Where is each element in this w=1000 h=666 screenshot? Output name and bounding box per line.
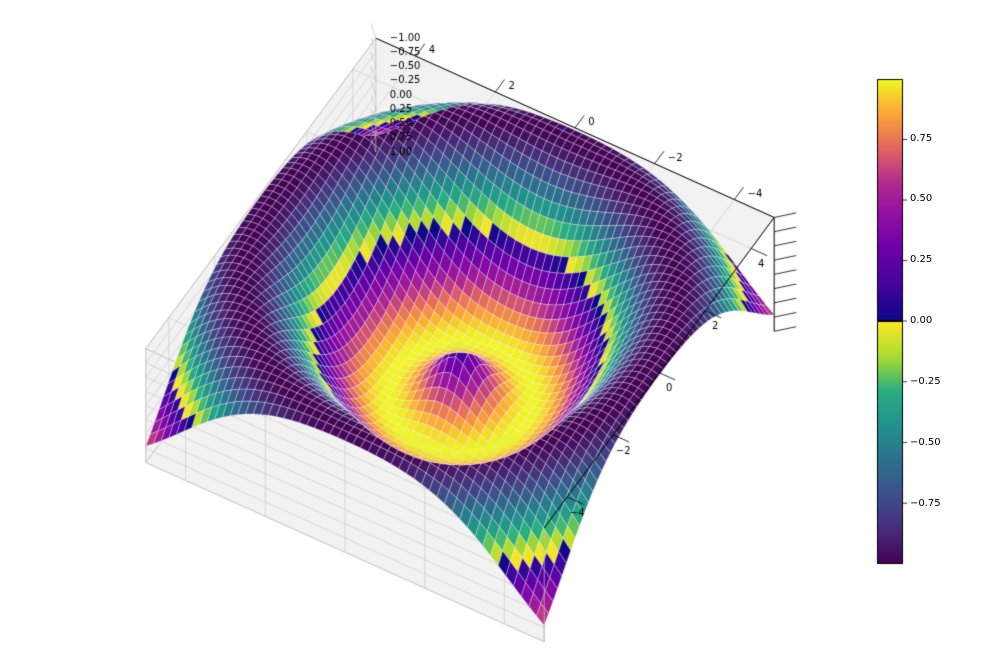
- colorbar-lower-tick-0: −0.25: [910, 376, 941, 387]
- colorbar-lower-tick-1: −0.50: [910, 437, 941, 448]
- colorbar-upper-tick-1: 0.50: [910, 193, 932, 204]
- colorbar-lower-tick-2: −0.75: [910, 498, 941, 509]
- colorbar-upper-tick-0: 0.75: [910, 133, 932, 144]
- colorbar-upper-tick-2: 0.25: [910, 254, 932, 265]
- figure-root: 0.75 0.50 0.25 0.00 −0.25 −0.50 −0.75: [0, 0, 1000, 666]
- colorbar-upper-tick-3: 0.00: [910, 315, 932, 326]
- surface-plot-canvas: [0, 0, 1000, 666]
